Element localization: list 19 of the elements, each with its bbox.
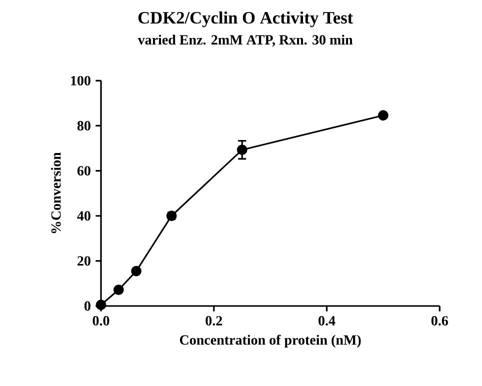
point: [131, 266, 142, 276]
y-tick-label: 60: [77, 166, 90, 176]
y-tick-label: 20: [78, 256, 90, 266]
x-axis-title: Concentration of protein (nM): [180, 334, 361, 348]
y-tick-label: 100: [71, 76, 90, 86]
point: [378, 110, 388, 121]
y-tick-label: 0: [84, 301, 90, 311]
y-axis-title: %Conversion: [50, 152, 61, 234]
x-tick-label: 0.0: [92, 316, 110, 326]
chart-title: CDK2/Cyclin O Activity Test: [138, 11, 354, 28]
chart-subtitle: varied Enz. 2mM ATP, Rxn. 30 min: [138, 34, 353, 47]
x-tick-label: 0.6: [431, 316, 448, 326]
point: [236, 144, 248, 156]
x-tick-label: 0.2: [206, 316, 222, 326]
y-tick-label: 80: [77, 121, 90, 130]
point: [96, 300, 106, 310]
x-tick-label: 0.4: [318, 316, 336, 326]
y-tick-label: 40: [77, 211, 90, 221]
point: [113, 284, 124, 295]
